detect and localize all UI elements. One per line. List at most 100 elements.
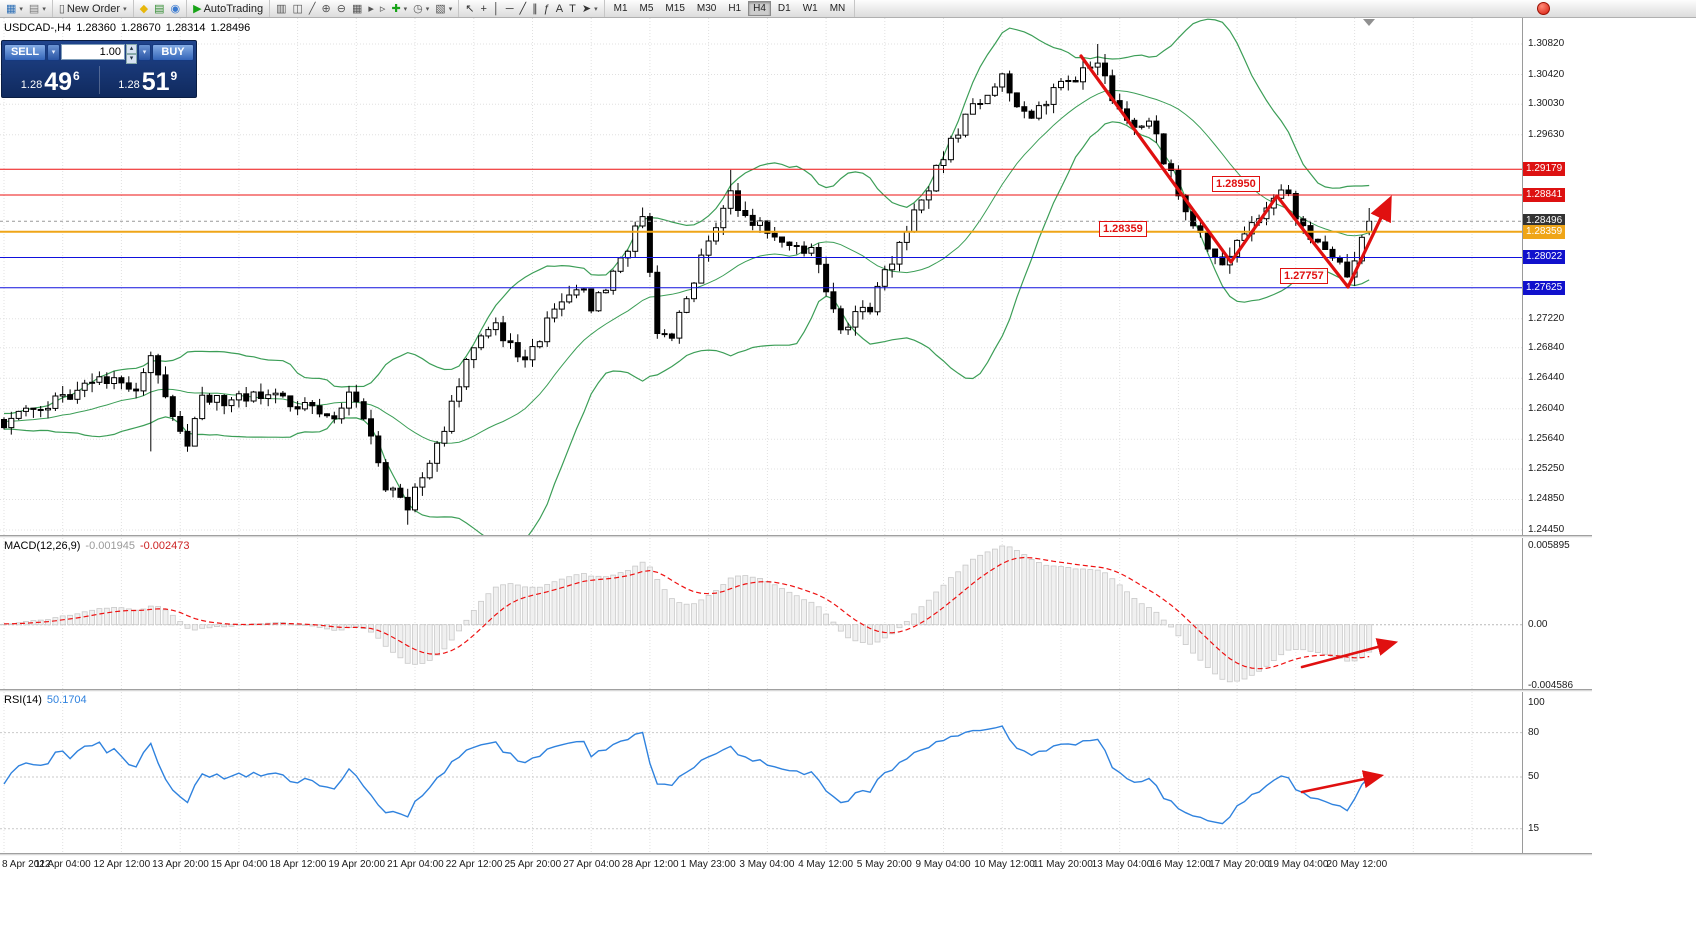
autotrading-button-label: AutoTrading [203,2,264,15]
docs-button[interactable]: ▤ [151,1,167,17]
zoom-out-button[interactable]: ⊖ [334,1,349,17]
sell-button[interactable]: SELL [4,43,46,61]
time-label: 12 Apr 12:00 [93,859,151,870]
time-label: 20 May 12:00 [1326,859,1388,870]
line-chart-button[interactable]: ╱ [306,1,319,17]
indicators-dropdown-icon[interactable]: ▾ [403,5,408,13]
line-chart-icon: ╱ [308,2,316,15]
sell-price[interactable]: 1.28 49 6 [2,63,99,97]
trade-controls-row: SELL ▾ ▴▾ ▾ BUY [2,41,196,64]
periods-dropdown-icon[interactable]: ▾ [425,5,430,13]
auto-scroll-button[interactable]: ▸ [365,1,377,17]
trade-prices-row: 1.28 49 6 1.28 51 9 [2,63,196,97]
time-label: 13 Apr 20:00 [152,859,209,870]
indicators-button[interactable]: ✚ ▾ [388,1,410,17]
zoom-in-button[interactable]: ⊕ [319,1,334,17]
timeframe-m15-button[interactable]: M15 [665,3,685,14]
panel-divider[interactable] [0,853,1592,856]
new-order-dropdown-icon[interactable]: ▾ [123,5,127,13]
macd-indicator-panel[interactable] [0,538,1522,690]
bar-chart-button[interactable]: ▥ [273,1,289,17]
time-label: 16 May 12:00 [1150,859,1211,870]
time-label: 25 Apr 20:00 [504,859,562,870]
sell-options-dropdown-icon[interactable]: ▾ [47,43,60,61]
timeframe-mn-button[interactable]: MN [829,3,846,14]
trend-arrow-macd[interactable] [1300,638,1399,669]
templates-dropdown-icon[interactable]: ▾ [448,5,453,13]
vertical-line-button[interactable]: │ [490,1,503,17]
tile-windows-button[interactable]: ▦ [349,1,365,17]
fibonacci-button[interactable]: ƒ [541,1,553,17]
main-price-chart[interactable] [0,18,1522,537]
volume-input[interactable] [61,44,125,60]
periods-button[interactable]: ◷ ▾ [410,1,432,17]
rsi-line [3,725,1370,825]
community-button[interactable]: ◉ [167,1,183,17]
price-annotation-label[interactable]: 1.28359 [1099,221,1147,237]
profiles-button[interactable]: ▤ ▾ [26,1,49,17]
timeframe-d1-button[interactable]: D1 [777,3,791,14]
arrows-button[interactable]: ➤ ▾ [579,1,601,17]
volume-down-icon[interactable]: ▾ [126,54,137,64]
new-order-button[interactable]: ▯ New Order ▾ [56,1,130,17]
macd-scale-label: -0.004586 [1528,680,1574,691]
time-label: 27 Apr 04:00 [563,859,620,870]
grid [0,692,1522,854]
connection-status-icon[interactable] [1537,2,1550,15]
panel-divider[interactable] [0,535,1592,538]
price-axis[interactable]: 1.30820 1.30420 1.30030 1.29630 1.27220 1.268… [1522,18,1592,856]
new-chart-button[interactable]: ▦ ▾ [3,1,26,17]
timeframe-group: M1 M5 M15 M30 H1 H4 D1 W1 MN [605,0,856,17]
indicators-icon: ✚ [391,2,401,15]
equidistant-channel-button[interactable]: ∥ [529,1,541,17]
trend-arrow-main[interactable] [1079,54,1392,289]
cursor-button[interactable]: ↖ [462,1,477,17]
timeframe-w1-button[interactable]: W1 [802,3,818,14]
timeframe-h1-button[interactable]: H1 [728,3,742,14]
chart-shift-button[interactable]: ▹ [377,1,389,17]
text-label-button[interactable]: T [566,1,579,17]
buy-price[interactable]: 1.28 51 9 [100,63,197,97]
profiles-icon: ▤ [28,2,40,15]
profiles-dropdown-icon[interactable]: ▾ [42,5,46,13]
time-axis[interactable]: 8 Apr 2022 11 Apr 04:00 12 Apr 12:00 13 Apr… [0,856,1522,876]
templates-button[interactable]: ▧ ▾ [432,1,455,17]
trendline-button[interactable]: ╱ [517,1,530,17]
price-tick: 1.26840 [1528,341,1565,353]
autotrading-button[interactable]: ▶ AutoTrading [190,1,266,17]
new-chart-dropdown-icon[interactable]: ▾ [19,5,23,13]
buy-options-dropdown-icon[interactable]: ▾ [138,43,151,61]
autotrading-icon: ▶ [193,2,202,15]
buy-button[interactable]: BUY [152,43,194,61]
metaeditor-button[interactable]: ◆ [137,1,151,17]
text-button[interactable]: A [553,1,566,17]
timeframe-m1-button[interactable]: M1 [613,3,628,14]
volume-stepper[interactable]: ▴ ▾ [126,44,137,64]
chart-view-group: ▥ ◫ ╱ ⊕ ⊖ ▦ ▸ ▹ ✚ ▾ ◷ ▾ ▧ ▾ [270,0,460,17]
crosshair-button[interactable]: + [477,1,489,17]
price-line-tag: 1.27625 [1523,280,1566,295]
price-tick: 1.24450 [1528,523,1565,535]
sell-price-prefix: 1.28 [20,79,43,91]
autotrading-group: ▶ AutoTrading [187,0,271,17]
price-annotation-label[interactable]: 1.27757 [1280,268,1328,284]
ohlc-high: 1.28670 [121,22,161,34]
horizontal-line-button[interactable]: ─ [503,1,517,17]
macd-main-value: -0.001945 [85,540,135,552]
arrows-dropdown-icon[interactable]: ▾ [594,5,598,13]
time-label: 21 Apr 04:00 [387,859,444,870]
macd-histogram [1,545,1373,683]
timeframe-m30-button[interactable]: M30 [696,3,717,14]
chart-shift-marker[interactable] [1363,19,1375,26]
timeframe-m5-button[interactable]: M5 [639,3,654,14]
timeframe-h4-button[interactable]: H4 [748,1,771,16]
price-annotation-label[interactable]: 1.28950 [1212,176,1260,192]
buy-price-prefix: 1.28 [118,79,140,91]
volume-up-icon[interactable]: ▴ [126,44,137,54]
trend-arrow-rsi[interactable] [1300,770,1385,794]
time-label: 18 Apr 12:00 [269,859,327,870]
panel-divider[interactable] [0,689,1592,692]
candlestick-chart-button[interactable]: ◫ [290,1,306,17]
rsi-indicator-panel[interactable] [0,692,1522,854]
chart-shift-icon: ▹ [379,2,386,15]
